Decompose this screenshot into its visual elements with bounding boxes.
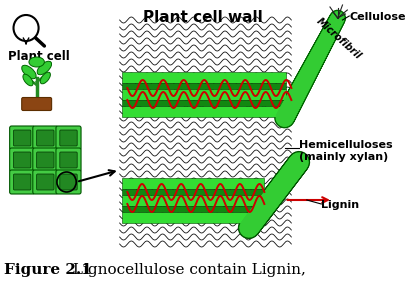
FancyBboxPatch shape xyxy=(33,148,58,172)
FancyBboxPatch shape xyxy=(56,170,81,194)
FancyBboxPatch shape xyxy=(121,212,264,223)
Text: Plant cell wall: Plant cell wall xyxy=(143,10,262,25)
FancyBboxPatch shape xyxy=(13,130,31,146)
FancyBboxPatch shape xyxy=(37,152,54,168)
FancyBboxPatch shape xyxy=(121,89,285,100)
FancyBboxPatch shape xyxy=(60,174,77,190)
FancyBboxPatch shape xyxy=(13,152,31,168)
FancyBboxPatch shape xyxy=(10,126,35,150)
Text: Plant cell: Plant cell xyxy=(8,50,69,63)
FancyBboxPatch shape xyxy=(33,170,58,194)
Ellipse shape xyxy=(29,57,45,67)
FancyBboxPatch shape xyxy=(121,72,285,83)
FancyBboxPatch shape xyxy=(121,189,264,195)
Text: Figure 2.1: Figure 2.1 xyxy=(4,263,92,277)
Text: Cellulose: Cellulose xyxy=(349,12,406,22)
FancyBboxPatch shape xyxy=(121,195,264,206)
Ellipse shape xyxy=(23,74,33,86)
FancyBboxPatch shape xyxy=(37,174,54,190)
FancyBboxPatch shape xyxy=(121,100,285,106)
FancyBboxPatch shape xyxy=(56,148,81,172)
FancyBboxPatch shape xyxy=(121,106,285,117)
FancyBboxPatch shape xyxy=(10,170,35,194)
FancyBboxPatch shape xyxy=(121,206,264,212)
Text: Lignin: Lignin xyxy=(321,200,359,210)
FancyBboxPatch shape xyxy=(33,126,58,150)
Text: Microfibril: Microfibril xyxy=(314,16,363,61)
FancyBboxPatch shape xyxy=(60,130,77,146)
FancyBboxPatch shape xyxy=(13,174,31,190)
FancyBboxPatch shape xyxy=(121,83,285,89)
FancyBboxPatch shape xyxy=(37,130,54,146)
FancyBboxPatch shape xyxy=(121,178,264,189)
FancyBboxPatch shape xyxy=(60,152,77,168)
Ellipse shape xyxy=(37,61,52,75)
FancyBboxPatch shape xyxy=(10,148,35,172)
FancyBboxPatch shape xyxy=(22,98,52,110)
Ellipse shape xyxy=(40,72,50,84)
Text: Hemicelluloses
(mainly xylan): Hemicelluloses (mainly xylan) xyxy=(299,140,393,162)
Text: Lignocellulose contain Lignin,: Lignocellulose contain Lignin, xyxy=(69,263,306,277)
Ellipse shape xyxy=(22,65,36,79)
FancyBboxPatch shape xyxy=(56,126,81,150)
